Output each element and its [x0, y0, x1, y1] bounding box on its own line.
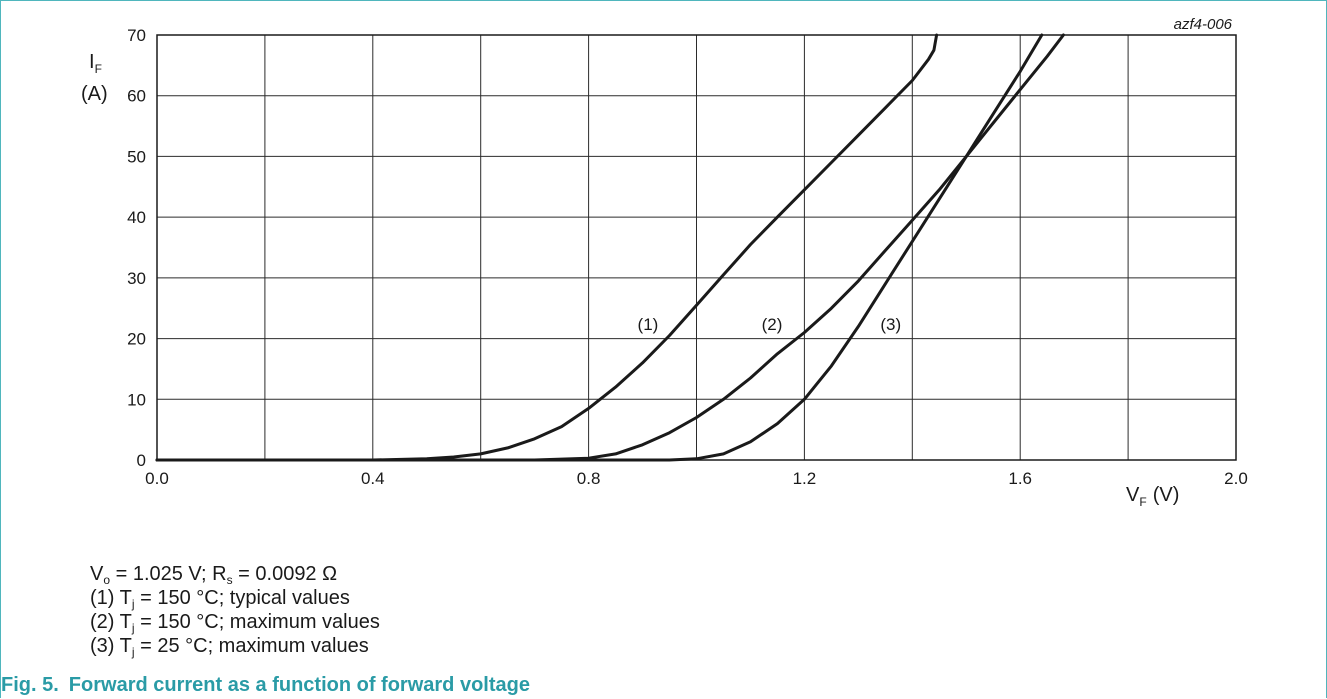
- curve-label-2: (2): [762, 315, 783, 334]
- tick-labels: 0.0 0.4 0.8 1.2 1.6 2.0 0 10 20 30 40 50 60 70: [127, 26, 1248, 488]
- y-tick-label: 50: [127, 147, 146, 166]
- x-tick-label: 1.2: [793, 469, 817, 488]
- forward-current-chart: 0.0 0.4 0.8 1.2 1.6 2.0 0 10 20 30 40 50 60 70 (1) (2)…: [81, 16, 1248, 509]
- y-axis-label-main: I: [89, 51, 95, 73]
- note-3-sub: j: [131, 645, 135, 659]
- note-3-pre: (3) T: [90, 635, 132, 657]
- note-2-post: = 150 °C; maximum values: [134, 611, 380, 633]
- x-axis-label-unit: (V): [1153, 484, 1180, 506]
- note-1-sub: j: [131, 597, 135, 611]
- y-tick-label: 30: [127, 269, 146, 288]
- y-axis-label: IF: [89, 51, 102, 76]
- note-3-post: = 25 °C; maximum values: [134, 635, 369, 657]
- y-tick-label: 40: [127, 208, 146, 227]
- x-tick-label: 1.6: [1008, 469, 1032, 488]
- y-tick-label: 20: [127, 330, 146, 349]
- y-axis-label-sub: F: [95, 62, 102, 76]
- note-2-pre: (2) T: [90, 611, 132, 633]
- figure-title: Forward current as a function of forward…: [68, 674, 530, 696]
- curve-1: [155, 33, 939, 462]
- note-3: (3) Tj = 25 °C; maximum values: [90, 634, 380, 658]
- figure-notes: Vo = 1.025 V; Rs = 0.0092 Ω (1) Tj = 150…: [90, 562, 380, 658]
- note-rs-rest: = 0.0092 Ω: [232, 563, 338, 585]
- note-vo-rest: = 1.025 V; R: [110, 563, 227, 585]
- y-tick-label: 10: [127, 390, 146, 409]
- y-tick-label: 0: [137, 451, 146, 470]
- chart-grid: [156, 34, 1237, 461]
- curve-label-3: (3): [880, 315, 901, 334]
- curve-2: [155, 33, 1065, 462]
- x-tick-label: 0.4: [361, 469, 385, 488]
- y-tick-label: 60: [127, 87, 146, 106]
- note-rs-sub: s: [226, 573, 233, 587]
- note-1-post: = 150 °C; typical values: [134, 587, 350, 609]
- figure-number: Fig. 5.: [1, 674, 59, 696]
- note-2: (2) Tj = 150 °C; maximum values: [90, 610, 380, 634]
- x-tick-label: 0.8: [577, 469, 601, 488]
- y-axis-unit: (A): [81, 83, 108, 105]
- x-axis-label-main: V: [1126, 484, 1140, 506]
- note-vo-main: V: [90, 563, 104, 585]
- x-tick-label: 2.0: [1224, 469, 1248, 488]
- note-1-pre: (1) T: [90, 587, 132, 609]
- note-1: (1) Tj = 150 °C; typical values: [90, 586, 380, 610]
- y-tick-label: 70: [127, 26, 146, 45]
- note-2-sub: j: [131, 621, 135, 635]
- curve-labels: (1) (2) (3): [638, 315, 902, 334]
- curve-label-1: (1): [638, 315, 659, 334]
- figure-caption: Fig. 5. Forward current as a function of …: [1, 674, 530, 697]
- x-axis-label-sub: F: [1139, 495, 1146, 509]
- chart-code: azf4-006: [1174, 16, 1233, 33]
- note-vo-sub: o: [103, 573, 111, 587]
- chart-curves: [155, 33, 1065, 462]
- x-axis-label: VF (V): [1126, 484, 1179, 509]
- note-vo-rs: Vo = 1.025 V; Rs = 0.0092 Ω: [90, 562, 380, 586]
- curve-3: [155, 33, 1044, 462]
- x-tick-label: 0.0: [145, 469, 169, 488]
